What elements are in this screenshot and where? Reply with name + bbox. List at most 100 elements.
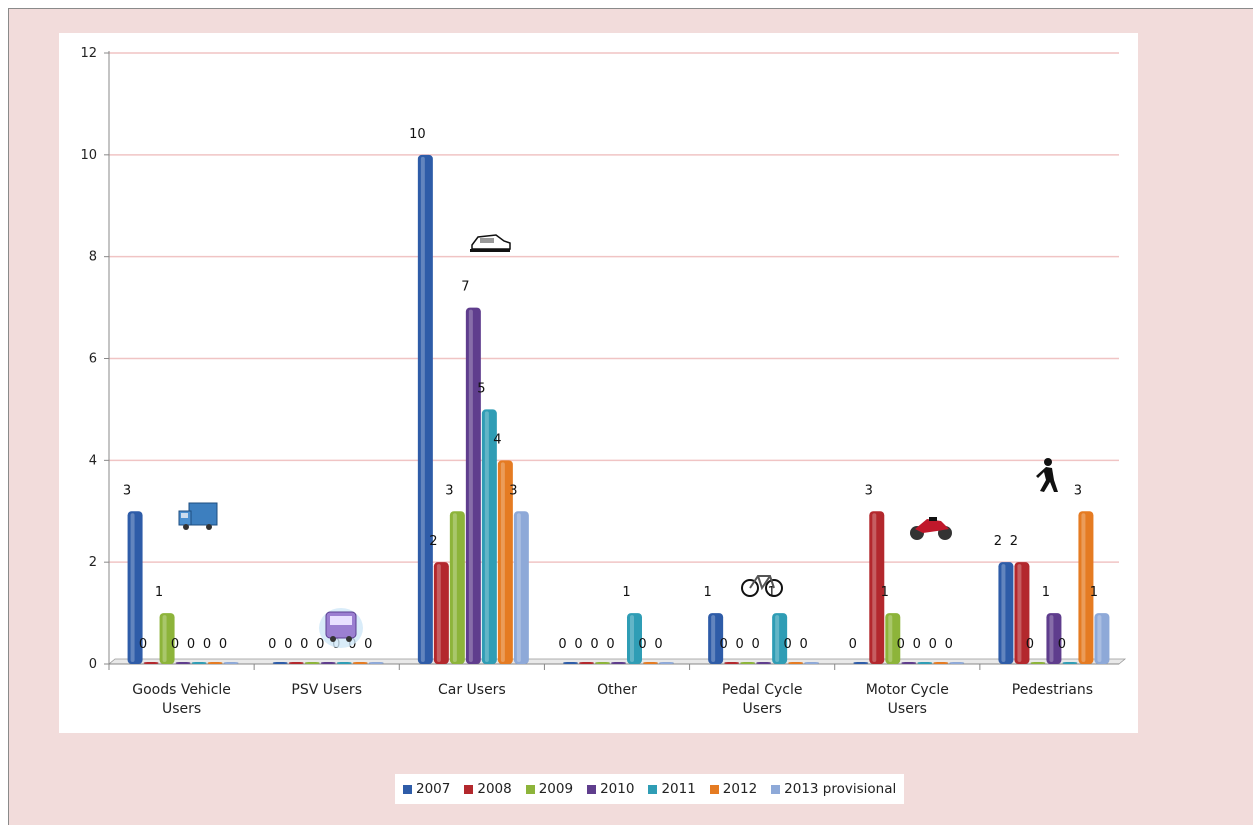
data-label: 0 bbox=[736, 637, 744, 652]
bar bbox=[772, 613, 788, 664]
data-label: 0 bbox=[268, 637, 276, 652]
data-label: 7 bbox=[461, 280, 469, 295]
data-label: 0 bbox=[654, 637, 662, 652]
data-label: 0 bbox=[897, 637, 905, 652]
bar bbox=[481, 409, 497, 664]
data-label: 4 bbox=[493, 432, 501, 447]
bar bbox=[465, 307, 481, 664]
legend-label: 2007 bbox=[416, 781, 451, 797]
bar-highlight bbox=[888, 615, 893, 662]
data-label: 0 bbox=[1058, 637, 1066, 652]
bar-highlight bbox=[516, 513, 521, 662]
bar bbox=[417, 154, 433, 664]
data-label: 1 bbox=[1042, 585, 1050, 600]
data-label: 1 bbox=[704, 585, 712, 600]
data-label: 1 bbox=[1090, 585, 1098, 600]
data-label: 0 bbox=[316, 637, 324, 652]
data-label: 1 bbox=[768, 585, 776, 600]
bar-highlight bbox=[711, 615, 716, 662]
truck-icon bbox=[178, 502, 218, 530]
bar bbox=[659, 662, 674, 664]
bar-highlight bbox=[872, 513, 877, 662]
y-tick-label: 12 bbox=[80, 46, 97, 61]
category-label: Pedestrians bbox=[1012, 682, 1093, 698]
legend-item: 2010 bbox=[587, 781, 634, 797]
bar-highlight bbox=[1001, 564, 1006, 662]
bar bbox=[207, 662, 223, 664]
bar-highlight bbox=[1097, 615, 1102, 662]
data-label: 5 bbox=[477, 381, 485, 396]
bar bbox=[869, 511, 885, 664]
bar bbox=[143, 662, 159, 664]
data-label: 0 bbox=[300, 637, 308, 652]
legend-label: 2012 bbox=[722, 781, 758, 797]
bar-highlight bbox=[775, 615, 780, 662]
legend-swatch bbox=[464, 784, 474, 794]
bar-highlight bbox=[468, 309, 473, 662]
bus-icon bbox=[319, 608, 363, 648]
data-label: 0 bbox=[139, 637, 147, 652]
legend-label: 2013 provisional bbox=[784, 781, 897, 797]
bar bbox=[917, 662, 933, 664]
data-label: 0 bbox=[171, 637, 179, 652]
legend-item: 2008 bbox=[464, 781, 512, 797]
bar-highlight bbox=[436, 564, 441, 662]
data-label: 3 bbox=[123, 483, 131, 498]
bar bbox=[853, 662, 869, 664]
category-label: Pedal Cycle bbox=[722, 682, 803, 698]
data-label: 0 bbox=[558, 637, 566, 652]
bar bbox=[901, 662, 917, 664]
y-tick-label: 6 bbox=[89, 352, 97, 367]
data-label: 0 bbox=[913, 637, 921, 652]
bar bbox=[497, 460, 513, 664]
bar bbox=[1078, 511, 1094, 664]
legend-swatch bbox=[709, 784, 719, 794]
data-label: 0 bbox=[945, 637, 953, 652]
legend-item: 2012 bbox=[709, 781, 758, 797]
bar bbox=[949, 662, 965, 664]
bar bbox=[304, 662, 320, 664]
bar bbox=[643, 662, 658, 664]
bar bbox=[223, 662, 239, 664]
category-label: Goods Vehicle bbox=[132, 682, 231, 698]
bar-highlight bbox=[500, 462, 505, 662]
data-label: 0 bbox=[203, 637, 211, 652]
bar bbox=[1062, 662, 1078, 664]
data-label: 2 bbox=[429, 534, 437, 549]
bar-highlight bbox=[1017, 564, 1022, 662]
category-label: Users bbox=[162, 701, 201, 717]
legend-label: 2010 bbox=[600, 781, 635, 797]
legend-swatch bbox=[587, 784, 597, 794]
data-label: 0 bbox=[720, 637, 728, 652]
data-label: 3 bbox=[445, 483, 453, 498]
y-tick-label: 4 bbox=[89, 453, 97, 468]
bar-highlight bbox=[452, 513, 457, 662]
data-label: 0 bbox=[574, 637, 582, 652]
bar bbox=[1014, 562, 1030, 664]
car-icon bbox=[470, 234, 511, 252]
bar bbox=[933, 662, 949, 664]
bar bbox=[320, 662, 336, 664]
legend-item: 2009 bbox=[525, 781, 574, 797]
data-label: 2 bbox=[994, 534, 1002, 549]
bar bbox=[433, 562, 449, 664]
bar bbox=[175, 662, 191, 664]
bar bbox=[288, 662, 304, 664]
bar bbox=[788, 662, 804, 664]
bar bbox=[368, 662, 384, 664]
legend-item: 2011 bbox=[648, 781, 696, 797]
bar bbox=[563, 662, 578, 664]
data-label: 0 bbox=[187, 637, 195, 652]
pedestrian-icon bbox=[1036, 458, 1058, 492]
bar bbox=[708, 613, 724, 664]
bar-highlight bbox=[484, 411, 489, 662]
bar bbox=[627, 613, 642, 664]
legend-item: 2013 provisional bbox=[771, 781, 896, 797]
bar bbox=[272, 662, 288, 664]
legend-label: 2008 bbox=[477, 781, 512, 797]
legend-label: 2009 bbox=[538, 781, 574, 797]
data-label: 3 bbox=[509, 483, 517, 498]
bar-highlight bbox=[1049, 615, 1054, 662]
bicycle-icon bbox=[741, 575, 783, 597]
bar bbox=[127, 511, 143, 664]
